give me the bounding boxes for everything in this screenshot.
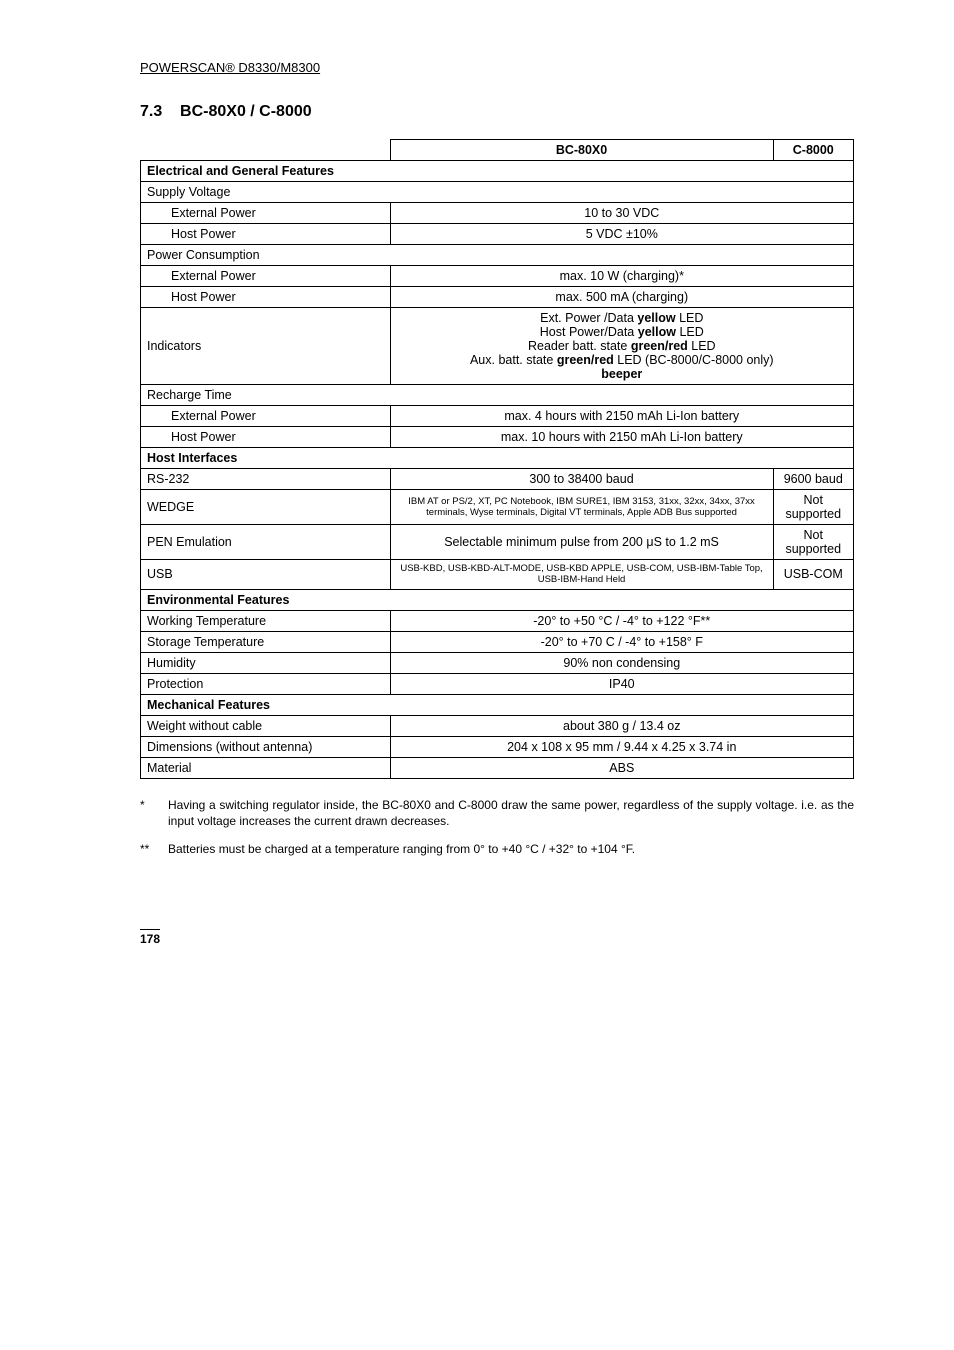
group-electrical: Electrical and General Features bbox=[141, 161, 854, 182]
row-material-label: Material bbox=[141, 757, 391, 778]
row-rs232-label: RS-232 bbox=[141, 469, 391, 490]
group-env: Environmental Features bbox=[141, 589, 854, 610]
footnote-1-mark: * bbox=[140, 797, 168, 829]
row-indicators-label: Indicators bbox=[141, 308, 391, 385]
row-host-power-label: Host Power bbox=[141, 224, 391, 245]
row-protection-label: Protection bbox=[141, 673, 391, 694]
col-header-b: C-8000 bbox=[773, 140, 853, 161]
row-worktemp-label: Working Temperature bbox=[141, 610, 391, 631]
row-indicators-value: Ext. Power /Data yellow LED Host Power/D… bbox=[390, 308, 853, 385]
row-host-power2-value: max. 500 mA (charging) bbox=[390, 287, 853, 308]
row-ext-power-value: 10 to 30 VDC bbox=[390, 203, 853, 224]
group-mech: Mechanical Features bbox=[141, 694, 854, 715]
ind-l1: Ext. Power /Data yellow LED bbox=[540, 311, 703, 325]
footnote-2-text: Batteries must be charged at a temperatu… bbox=[168, 841, 854, 857]
row-recharge-ext-value: max. 4 hours with 2150 mAh Li-Ion batter… bbox=[390, 406, 853, 427]
row-host-power-value: 5 VDC ±10% bbox=[390, 224, 853, 245]
row-rs232-a: 300 to 38400 baud bbox=[390, 469, 773, 490]
ind-l4: Aux. batt. state green/red LED (BC-8000/… bbox=[470, 353, 774, 367]
row-pen-a: Selectable minimum pulse from 200 μS to … bbox=[390, 525, 773, 560]
footnotes: * Having a switching regulator inside, t… bbox=[140, 797, 854, 858]
row-ext-power2-value: max. 10 W (charging)* bbox=[390, 266, 853, 287]
section-number: 7.3 bbox=[140, 103, 162, 120]
row-host-power2-label: Host Power bbox=[141, 287, 391, 308]
row-pen-b: Not supported bbox=[773, 525, 853, 560]
section-title: 7.3 BC-80X0 / C-8000 bbox=[140, 103, 854, 121]
footnote-2-mark: ** bbox=[140, 841, 168, 857]
row-pen-label: PEN Emulation bbox=[141, 525, 391, 560]
row-rs232-b: 9600 baud bbox=[773, 469, 853, 490]
row-power-consumption: Power Consumption bbox=[141, 245, 391, 266]
row-recharge-host-value: max. 10 hours with 2150 mAh Li-Ion batte… bbox=[390, 427, 853, 448]
row-weight-label: Weight without cable bbox=[141, 715, 391, 736]
row-humidity-value: 90% non condensing bbox=[390, 652, 853, 673]
group-host: Host Interfaces bbox=[141, 448, 391, 469]
footnote-1-text: Having a switching regulator inside, the… bbox=[168, 797, 854, 829]
spec-table: BC-80X0 C-8000 Electrical and General Fe… bbox=[140, 139, 854, 779]
ind-l5: beeper bbox=[601, 367, 642, 381]
row-stortemp-label: Storage Temperature bbox=[141, 631, 391, 652]
row-wedge-label: WEDGE bbox=[141, 490, 391, 525]
row-wedge-b: Not supported bbox=[773, 490, 853, 525]
row-recharge: Recharge Time bbox=[141, 385, 391, 406]
section-name: BC-80X0 / C-8000 bbox=[180, 103, 312, 120]
row-humidity-label: Humidity bbox=[141, 652, 391, 673]
ind-l2: Host Power/Data yellow LED bbox=[540, 325, 704, 339]
row-recharge-ext-label: External Power bbox=[141, 406, 391, 427]
col-header-a: BC-80X0 bbox=[390, 140, 773, 161]
row-protection-value: IP40 bbox=[390, 673, 853, 694]
row-material-value: ABS bbox=[390, 757, 853, 778]
row-wedge-a: IBM AT or PS/2, XT, PC Notebook, IBM SUR… bbox=[390, 490, 773, 525]
row-worktemp-value: -20° to +50 °C / -4° to +122 °F** bbox=[390, 610, 853, 631]
row-ext-power-label: External Power bbox=[141, 203, 391, 224]
row-ext-power2-label: External Power bbox=[141, 266, 391, 287]
row-usb-a: USB-KBD, USB-KBD-ALT-MODE, USB-KBD APPLE… bbox=[390, 560, 773, 590]
row-recharge-host-label: Host Power bbox=[141, 427, 391, 448]
table-header-row: BC-80X0 C-8000 bbox=[141, 140, 854, 161]
row-dims-label: Dimensions (without antenna) bbox=[141, 736, 391, 757]
row-usb-b: USB-COM bbox=[773, 560, 853, 590]
row-stortemp-value: -20° to +70 C / -4° to +158° F bbox=[390, 631, 853, 652]
row-supply-voltage: Supply Voltage bbox=[141, 182, 391, 203]
ind-l3: Reader batt. state green/red LED bbox=[528, 339, 716, 353]
page-header: POWERSCAN® D8330/M8300 bbox=[140, 60, 854, 75]
row-weight-value: about 380 g / 13.4 oz bbox=[390, 715, 853, 736]
row-usb-label: USB bbox=[141, 560, 391, 590]
row-dims-value: 204 x 108 x 95 mm / 9.44 x 4.25 x 3.74 i… bbox=[390, 736, 853, 757]
page-number: 178 bbox=[140, 929, 160, 946]
